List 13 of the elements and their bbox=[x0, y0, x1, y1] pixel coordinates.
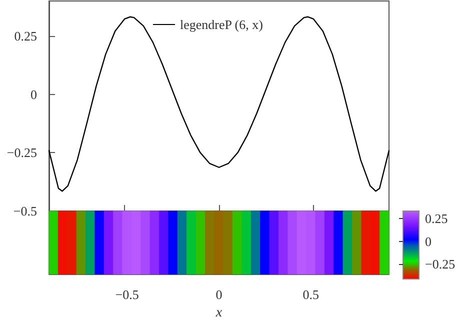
color-bar-label: −0.25 bbox=[425, 256, 456, 272]
line-series bbox=[48, 16, 390, 192]
x-tick-label: 0.5 bbox=[302, 287, 320, 302]
x-tick-label: −0.5 bbox=[115, 287, 139, 302]
x-axis-title: x bbox=[214, 306, 223, 320]
color-bar-label: 0.25 bbox=[425, 211, 448, 226]
legend-label: legendreP (6, x) bbox=[180, 17, 263, 32]
color-bar-label: 0 bbox=[425, 234, 432, 249]
y-tick-label: 0 bbox=[30, 86, 37, 102]
y-tick-label: −0.5 bbox=[13, 204, 37, 218]
x-tick-label: 0 bbox=[216, 287, 222, 302]
y-tick-label: 0.25 bbox=[14, 28, 37, 44]
y-tick-label: −0.25 bbox=[6, 145, 37, 160]
